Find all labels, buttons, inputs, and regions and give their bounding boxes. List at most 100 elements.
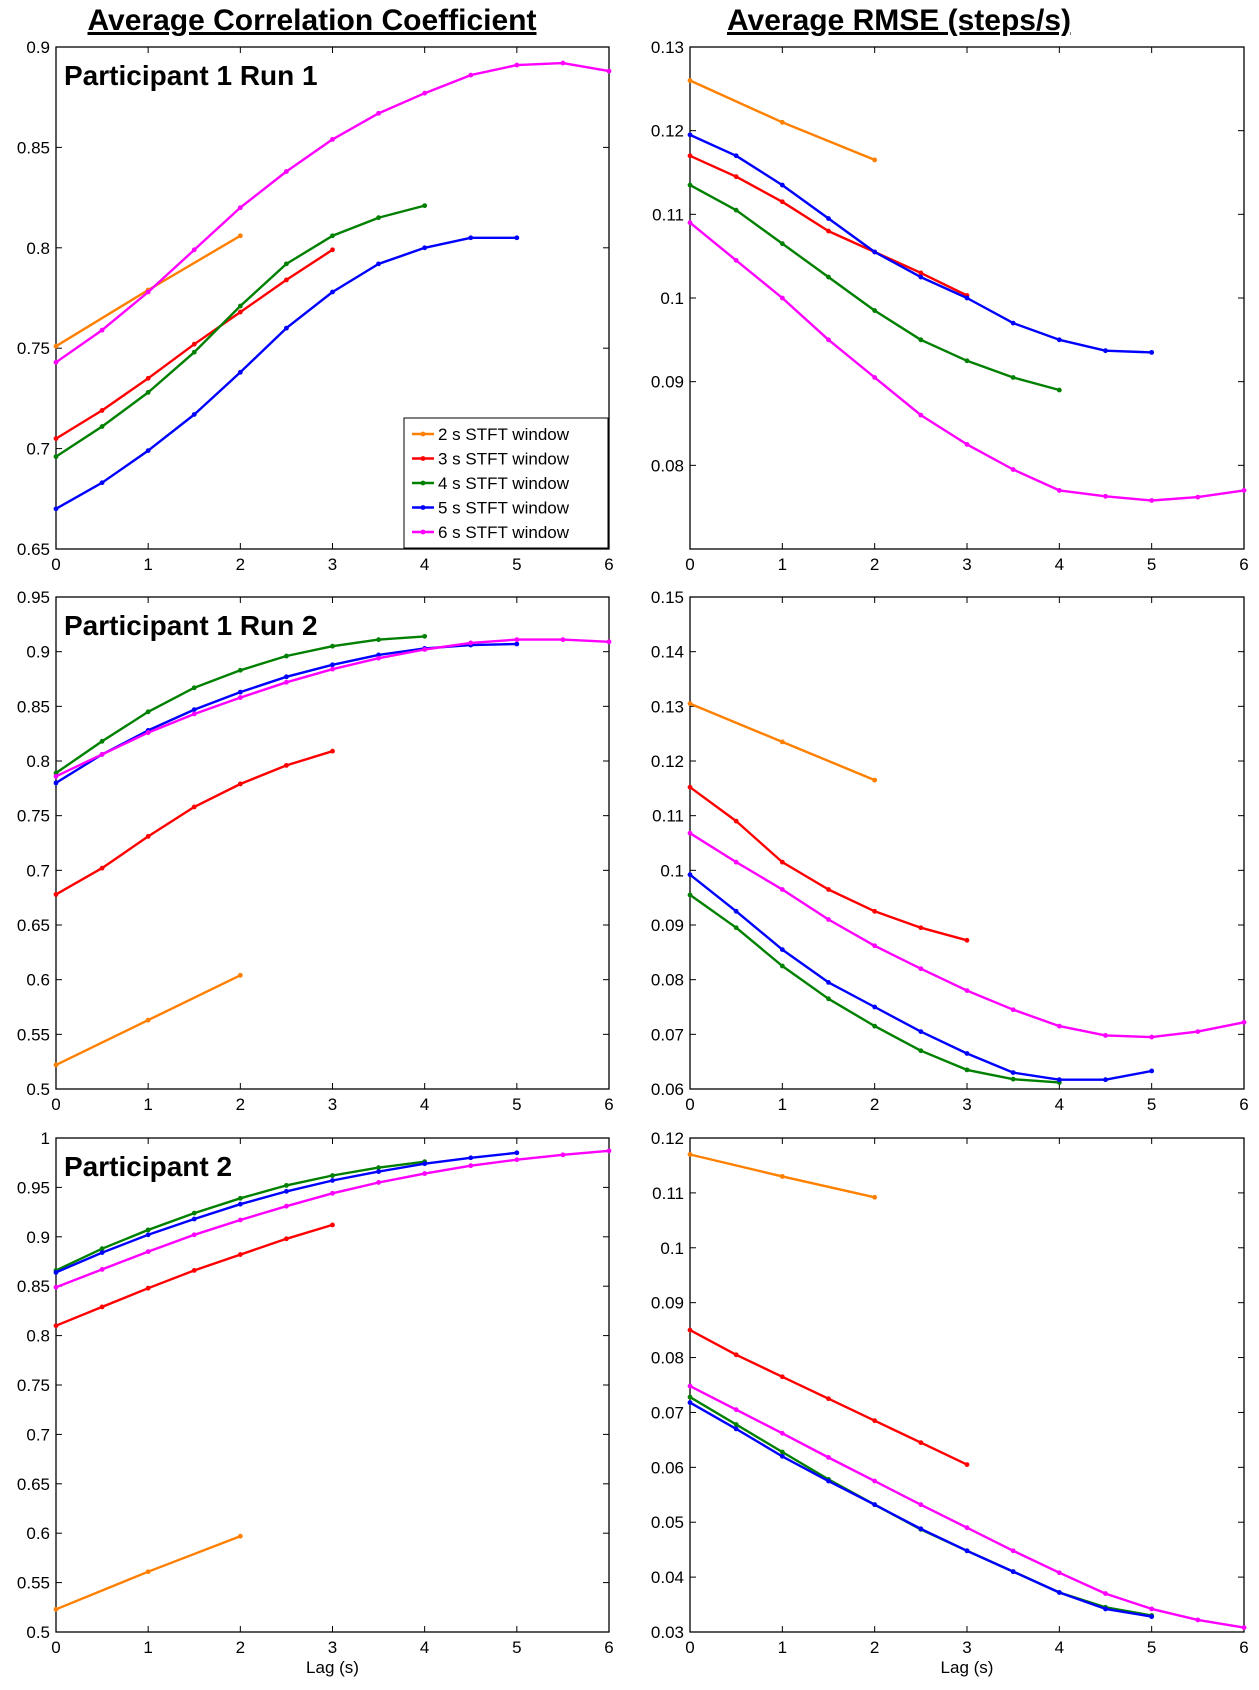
y-tick-label: 0.9 [26, 643, 50, 662]
data-point [53, 1062, 59, 1068]
data-point [918, 1029, 924, 1034]
panel-title: Participant 1 Run 1 [64, 60, 318, 91]
data-point [1195, 1617, 1201, 1623]
y-tick-label: 0.12 [651, 752, 684, 771]
data-point [284, 277, 289, 283]
y-tick-label: 0.06 [651, 1080, 684, 1099]
y-tick-label: 0.65 [17, 1475, 50, 1494]
data-point [1149, 1068, 1155, 1074]
data-point [779, 963, 785, 969]
data-point [687, 784, 693, 790]
data-point [99, 1250, 105, 1256]
y-tick-label: 0.5 [26, 1080, 50, 1099]
data-point [779, 295, 785, 301]
data-point [145, 1017, 151, 1023]
y-tick-label: 0.8 [26, 239, 50, 258]
series-2s [687, 701, 878, 783]
data-point [1010, 467, 1016, 472]
y-tick-label: 0.08 [651, 456, 684, 475]
data-point [191, 711, 197, 717]
x-tick-label: 1 [778, 1095, 787, 1114]
y-tick-label: 0.85 [17, 1277, 50, 1296]
data-point [145, 1249, 151, 1255]
y-tick-label: 0.75 [17, 1376, 50, 1395]
data-point [964, 1462, 970, 1467]
x-tick-label: 4 [1055, 1638, 1064, 1657]
data-point [872, 375, 878, 380]
y-tick-label: 0.85 [17, 138, 50, 157]
data-point [733, 153, 739, 159]
data-point [606, 68, 612, 74]
legend-entry: 4 s STFT window [438, 474, 570, 493]
x-tick-label: 4 [420, 555, 429, 574]
x-tick-label: 2 [236, 1095, 245, 1114]
data-point [918, 270, 924, 276]
data-point [53, 506, 59, 512]
data-point [872, 1004, 878, 1010]
data-point [826, 887, 831, 892]
data-point [284, 169, 289, 174]
data-point [687, 701, 693, 706]
y-tick-label: 0.75 [17, 807, 50, 826]
y-tick-label: 0.12 [651, 122, 684, 141]
data-point [514, 62, 520, 68]
data-point [1195, 1029, 1201, 1034]
y-tick-label: 0.7 [26, 861, 50, 880]
data-point [560, 637, 566, 643]
data-point [53, 1284, 59, 1290]
data-point [1103, 1606, 1108, 1612]
data-point [237, 1252, 243, 1257]
data-point [237, 369, 243, 375]
legend-entry: 5 s STFT window [438, 499, 570, 518]
x-tick-label: 3 [962, 1095, 971, 1114]
data-point [330, 1190, 335, 1196]
data-point [237, 667, 243, 673]
series-2s [53, 972, 243, 1068]
data-point [687, 1394, 693, 1400]
data-point [330, 1173, 335, 1178]
data-point [468, 1163, 474, 1169]
data-point [468, 235, 474, 241]
data-point [191, 1216, 197, 1222]
data-point [687, 1383, 693, 1389]
series-5s [687, 132, 1155, 355]
data-point [1010, 1569, 1016, 1575]
data-point [687, 1327, 693, 1333]
data-point [145, 289, 151, 295]
series-6s [53, 1148, 612, 1290]
x-tick-label: 3 [962, 555, 971, 574]
x-tick-label: 6 [604, 555, 613, 574]
data-point [284, 325, 289, 331]
data-point [53, 436, 59, 441]
data-point [376, 637, 381, 643]
x-tick-label: 5 [1147, 555, 1156, 574]
y-tick-label: 0.1 [660, 861, 684, 880]
data-point [284, 1183, 289, 1188]
y-tick-label: 0.65 [17, 916, 50, 935]
x-tick-label: 4 [420, 1638, 429, 1657]
plot-area [55, 1137, 610, 1633]
data-point [1056, 387, 1062, 393]
y-tick-label: 0.07 [651, 1403, 684, 1422]
data-point [330, 289, 335, 295]
x-tick-label: 1 [778, 1638, 787, 1657]
x-tick-label: 6 [604, 1638, 613, 1657]
data-point [1056, 1570, 1062, 1576]
data-point [733, 1352, 739, 1358]
y-tick-label: 0.55 [17, 1574, 50, 1593]
data-point [376, 215, 381, 221]
series-3s [687, 1327, 970, 1467]
data-point [687, 892, 693, 898]
x-axis-label: Lag (s) [306, 1658, 359, 1677]
data-point [779, 119, 785, 125]
y-tick-label: 0.07 [651, 1025, 684, 1044]
data-point [1056, 1023, 1062, 1029]
series-3s [53, 247, 335, 441]
data-point [779, 182, 785, 188]
data-point [964, 988, 970, 993]
data-point [779, 887, 785, 892]
data-point [99, 738, 105, 744]
legend-box [403, 417, 609, 549]
chart-panel-1: 0 1 2 3 4 5 6 0.65 0.7 0.75 0.8 0.85 0.9 Participant … [17, 38, 614, 574]
data-point [376, 1180, 381, 1185]
